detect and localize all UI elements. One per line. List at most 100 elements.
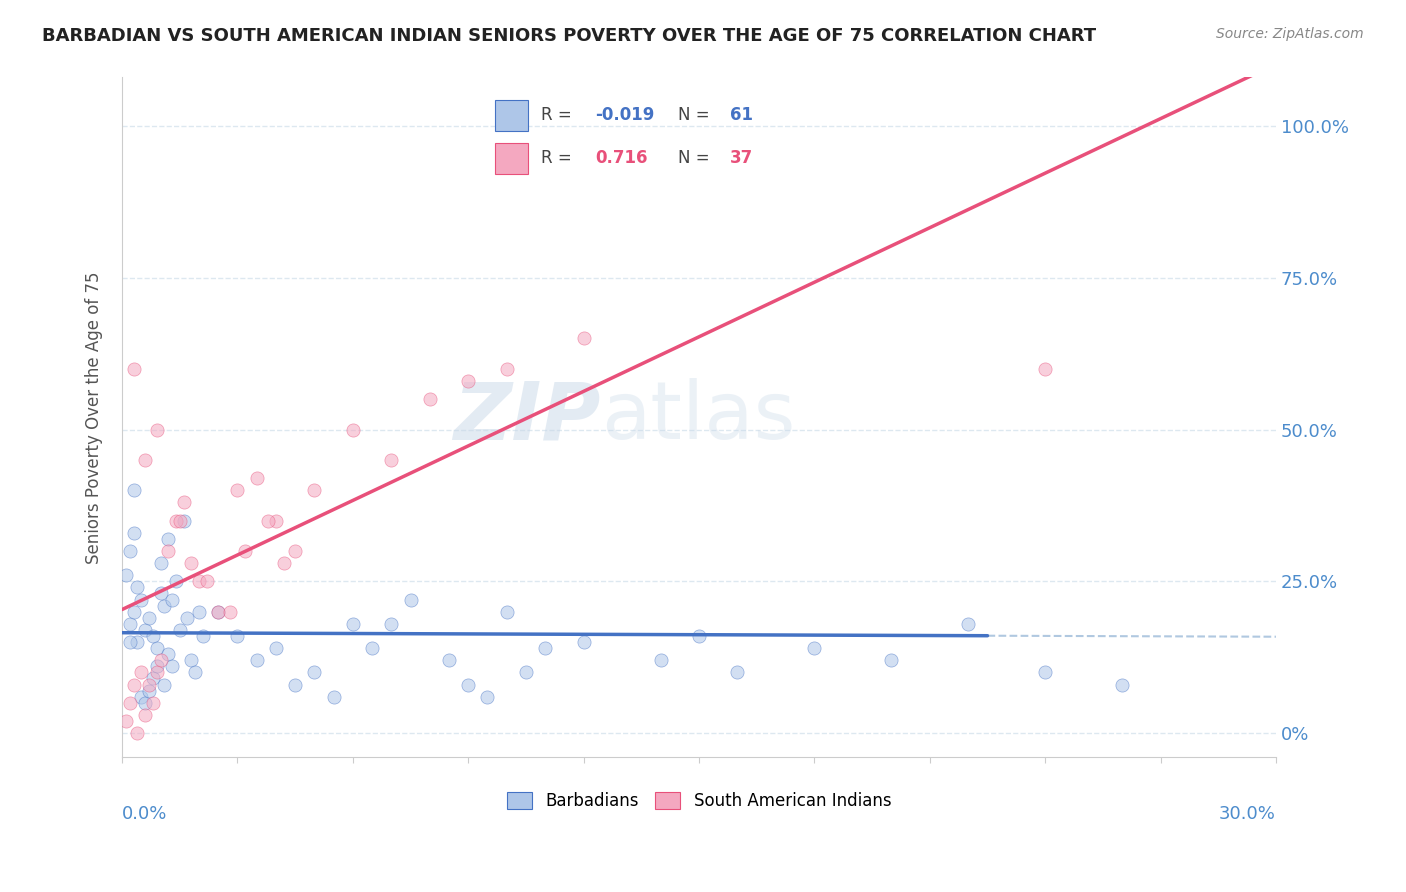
- Point: [246, 653, 269, 667]
- Point: [153, 677, 176, 691]
- Point: [149, 556, 172, 570]
- Point: [572, 635, 595, 649]
- Point: [129, 665, 152, 680]
- Point: [160, 592, 183, 607]
- Point: [534, 641, 557, 656]
- Point: [233, 544, 256, 558]
- Point: [157, 647, 180, 661]
- Point: [149, 586, 172, 600]
- Point: [134, 453, 156, 467]
- Point: [115, 568, 138, 582]
- Point: [342, 423, 364, 437]
- Point: [515, 665, 537, 680]
- Point: [142, 696, 165, 710]
- Point: [138, 611, 160, 625]
- Point: [149, 653, 172, 667]
- Point: [1111, 677, 1133, 691]
- Point: [160, 659, 183, 673]
- Y-axis label: Seniors Poverty Over the Age of 75: Seniors Poverty Over the Age of 75: [86, 271, 103, 564]
- Point: [495, 605, 517, 619]
- Point: [165, 574, 187, 589]
- Point: [145, 641, 167, 656]
- Point: [257, 514, 280, 528]
- Point: [304, 483, 326, 498]
- Point: [572, 331, 595, 345]
- Point: [127, 635, 149, 649]
- Point: [122, 605, 145, 619]
- Point: [122, 483, 145, 498]
- Point: [195, 574, 218, 589]
- Point: [134, 623, 156, 637]
- Point: [180, 653, 202, 667]
- Point: [191, 629, 214, 643]
- Point: [188, 605, 211, 619]
- Point: [304, 665, 326, 680]
- Point: [118, 616, 141, 631]
- Point: [226, 629, 249, 643]
- Point: [284, 544, 307, 558]
- Text: atlas: atlas: [600, 378, 796, 457]
- Point: [273, 556, 295, 570]
- Point: [218, 605, 240, 619]
- Point: [1033, 362, 1056, 376]
- Point: [169, 623, 191, 637]
- Point: [361, 641, 384, 656]
- Point: [145, 659, 167, 673]
- Point: [264, 514, 287, 528]
- Point: [157, 544, 180, 558]
- Point: [207, 605, 229, 619]
- Point: [188, 574, 211, 589]
- Point: [880, 653, 903, 667]
- Point: [127, 726, 149, 740]
- Point: [207, 605, 229, 619]
- Point: [803, 641, 825, 656]
- Point: [142, 672, 165, 686]
- Point: [157, 532, 180, 546]
- Point: [115, 714, 138, 728]
- Point: [142, 629, 165, 643]
- Point: [118, 635, 141, 649]
- Point: [176, 611, 198, 625]
- Point: [173, 514, 195, 528]
- Point: [129, 690, 152, 704]
- Point: [180, 556, 202, 570]
- Point: [118, 544, 141, 558]
- Point: [727, 665, 749, 680]
- Text: 30.0%: 30.0%: [1219, 805, 1277, 823]
- Point: [246, 471, 269, 485]
- Point: [380, 616, 402, 631]
- Point: [457, 374, 479, 388]
- Point: [134, 707, 156, 722]
- Point: [226, 483, 249, 498]
- Point: [153, 599, 176, 613]
- Text: Source: ZipAtlas.com: Source: ZipAtlas.com: [1216, 27, 1364, 41]
- Point: [127, 581, 149, 595]
- Point: [380, 453, 402, 467]
- Point: [477, 690, 499, 704]
- Point: [169, 514, 191, 528]
- Point: [129, 592, 152, 607]
- Point: [118, 696, 141, 710]
- Point: [134, 696, 156, 710]
- Point: [138, 677, 160, 691]
- Point: [1033, 665, 1056, 680]
- Point: [122, 677, 145, 691]
- Point: [184, 665, 207, 680]
- Point: [138, 683, 160, 698]
- Point: [419, 392, 441, 407]
- Point: [165, 514, 187, 528]
- Point: [650, 653, 672, 667]
- Text: ZIP: ZIP: [454, 378, 600, 457]
- Legend: Barbadians, South American Indians: Barbadians, South American Indians: [501, 786, 898, 817]
- Point: [145, 423, 167, 437]
- Point: [284, 677, 307, 691]
- Point: [399, 592, 422, 607]
- Point: [322, 690, 344, 704]
- Point: [957, 616, 980, 631]
- Point: [145, 665, 167, 680]
- Point: [122, 525, 145, 540]
- Point: [264, 641, 287, 656]
- Point: [437, 653, 460, 667]
- Text: BARBADIAN VS SOUTH AMERICAN INDIAN SENIORS POVERTY OVER THE AGE OF 75 CORRELATIO: BARBADIAN VS SOUTH AMERICAN INDIAN SENIO…: [42, 27, 1097, 45]
- Point: [122, 362, 145, 376]
